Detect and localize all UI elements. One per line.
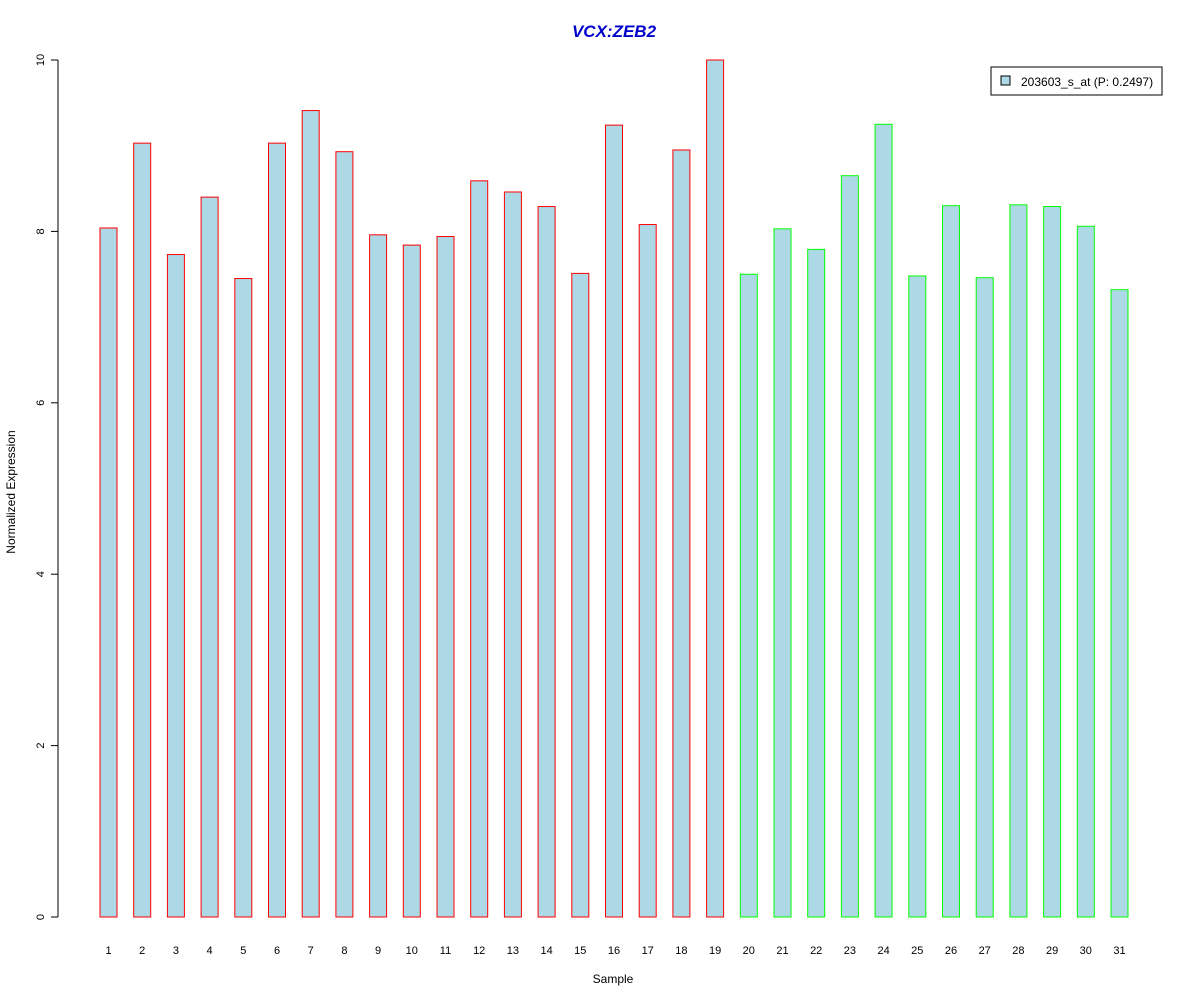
x-tick-label: 4 bbox=[207, 945, 213, 957]
x-tick-label: 20 bbox=[743, 945, 755, 957]
y-tick-label: 6 bbox=[35, 400, 47, 406]
x-tick-label: 14 bbox=[540, 945, 552, 957]
chart-title: VCX:ZEB2 bbox=[572, 22, 657, 41]
x-tick-label: 5 bbox=[240, 945, 246, 957]
bars-group bbox=[99, 59, 1129, 918]
x-tick-label: 3 bbox=[173, 945, 179, 957]
x-tick-label: 23 bbox=[844, 945, 856, 957]
x-tick-label: 11 bbox=[440, 945, 451, 957]
x-tick-label: 27 bbox=[979, 945, 991, 957]
bar-sample-2 bbox=[133, 142, 152, 918]
x-tick-label: 31 bbox=[1113, 945, 1125, 957]
bar-sample-1 bbox=[99, 227, 118, 918]
bar-sample-9 bbox=[369, 234, 388, 918]
x-tick-label: 1 bbox=[105, 945, 111, 957]
bar-sample-18 bbox=[672, 149, 691, 918]
legend-label: 203603_s_at (P: 0.2497) bbox=[1021, 75, 1153, 89]
bar-sample-5 bbox=[234, 278, 253, 918]
y-tick-label: 0 bbox=[35, 914, 47, 920]
y-tick-label: 2 bbox=[35, 743, 47, 749]
bar-sample-7 bbox=[301, 110, 320, 918]
x-axis-label: Sample bbox=[593, 972, 634, 986]
bar-sample-23 bbox=[840, 175, 859, 918]
bar-sample-17 bbox=[638, 224, 657, 918]
x-tick-label: 21 bbox=[776, 945, 788, 957]
bar-sample-20 bbox=[739, 273, 758, 918]
y-tick-label: 4 bbox=[35, 571, 47, 577]
x-tick-label: 2 bbox=[139, 945, 145, 957]
bar-sample-24 bbox=[874, 123, 893, 918]
legend: 203603_s_at (P: 0.2497) bbox=[990, 66, 1163, 96]
x-tick-label: 30 bbox=[1080, 945, 1092, 957]
y-tick-label: 10 bbox=[35, 54, 47, 66]
x-tick-label: 9 bbox=[375, 945, 381, 957]
x-tick-label: 18 bbox=[675, 945, 687, 957]
x-tick-label: 29 bbox=[1046, 945, 1058, 957]
x-tick-label: 13 bbox=[507, 945, 519, 957]
bar-sample-11 bbox=[436, 236, 455, 918]
x-tick-label: 22 bbox=[810, 945, 822, 957]
x-tick-label: 28 bbox=[1012, 945, 1024, 957]
legend-box bbox=[990, 66, 1163, 96]
x-tick-label: 10 bbox=[406, 945, 418, 957]
bar-sample-6 bbox=[268, 142, 286, 918]
bar-sample-21 bbox=[773, 228, 792, 918]
y-tick-label: 8 bbox=[35, 228, 47, 234]
x-tick-label: 16 bbox=[608, 945, 620, 957]
bar-sample-15 bbox=[571, 272, 590, 918]
bar-sample-3 bbox=[166, 254, 185, 918]
bar-sample-12 bbox=[470, 180, 489, 918]
y-axis-label: Normalized Expression bbox=[4, 430, 18, 553]
bar-sample-26 bbox=[942, 205, 960, 918]
bar-sample-14 bbox=[537, 206, 556, 918]
x-tick-label: 26 bbox=[945, 945, 957, 957]
x-tick-label: 15 bbox=[574, 945, 586, 957]
legend-swatch bbox=[1000, 75, 1011, 86]
x-tick-label: 17 bbox=[642, 945, 654, 957]
x-tick-label: 7 bbox=[308, 945, 314, 957]
bar-sample-8 bbox=[335, 151, 354, 918]
bar-sample-10 bbox=[402, 244, 421, 918]
x-tick-label: 19 bbox=[709, 945, 721, 957]
bar-sample-28 bbox=[1009, 204, 1028, 918]
bar-sample-13 bbox=[503, 191, 522, 918]
bar-sample-4 bbox=[200, 196, 219, 918]
x-tick-label: 8 bbox=[341, 945, 347, 957]
bar-sample-22 bbox=[807, 248, 826, 918]
bar-sample-19 bbox=[706, 59, 725, 918]
bar-sample-29 bbox=[1043, 206, 1062, 918]
bar-sample-30 bbox=[1076, 225, 1095, 918]
x-tick-label: 6 bbox=[274, 945, 280, 957]
x-tick-label: 25 bbox=[911, 945, 923, 957]
y-axis: 0 2 4 6 8 10 bbox=[35, 54, 59, 920]
bar-sample-27 bbox=[975, 277, 994, 918]
x-tick-label: 24 bbox=[877, 945, 889, 957]
x-tick-label: 12 bbox=[473, 945, 485, 957]
bar-sample-25 bbox=[908, 275, 927, 918]
bar-sample-31 bbox=[1110, 289, 1129, 918]
bar-sample-16 bbox=[605, 124, 623, 918]
x-tick-labels: 1 2 3 4 5 6 7 8 9 10 11 12 13 14 15 16 17 18 19 20 21 22 23 24 2… bbox=[105, 945, 1125, 957]
